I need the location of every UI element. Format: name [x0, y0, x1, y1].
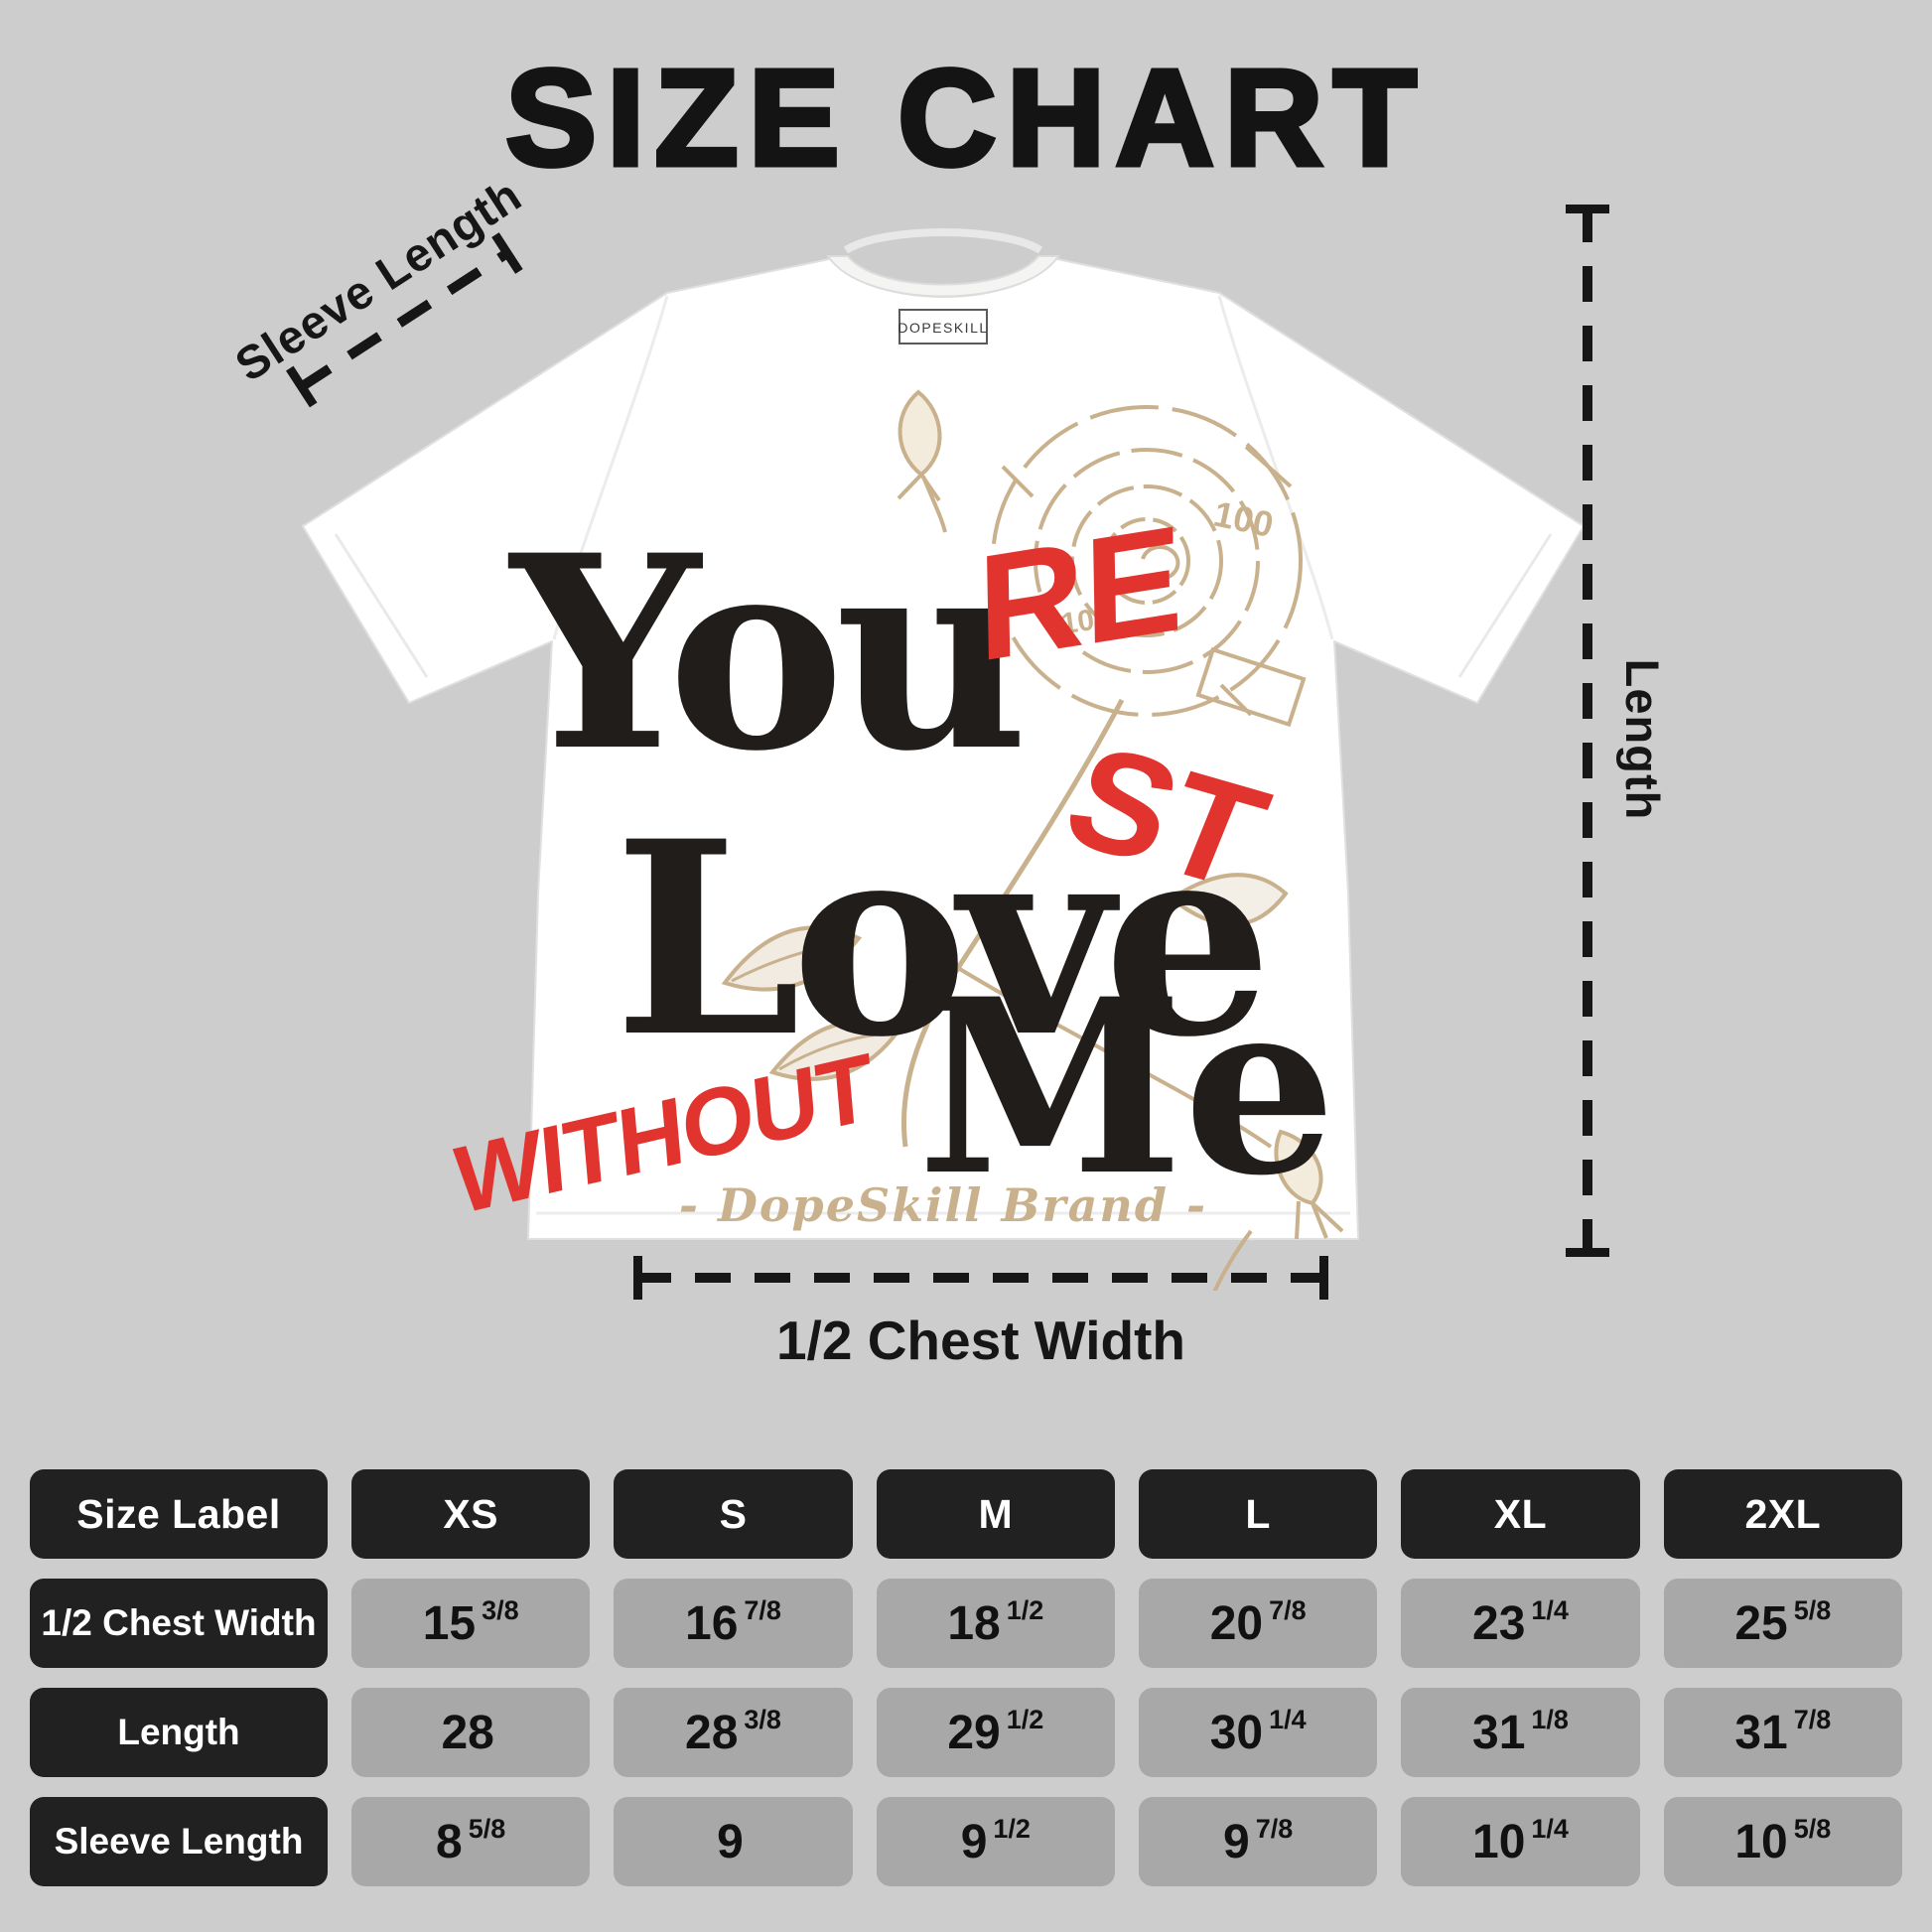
length-label: Length [1616, 658, 1669, 821]
row-label-chest-width: 1/2 Chest Width [30, 1579, 328, 1668]
graphic-word-me: Me [917, 947, 1336, 1229]
graphic-word-you: You [506, 497, 1022, 810]
value-fraction: 5/8 [468, 1813, 506, 1844]
value-fraction: 1/4 [1269, 1704, 1307, 1734]
value-number: 18 [947, 1596, 1001, 1650]
col-header-xs: XS [351, 1469, 591, 1559]
value-number: 20 [1209, 1596, 1264, 1650]
sleeve-hem-right [1457, 533, 1553, 678]
value-number: 10 [1734, 1815, 1788, 1868]
tshirt-image: DOPESKILL [248, 199, 1618, 1353]
table-cell: 25 5/8 [1663, 1579, 1902, 1668]
table-cell: 30 1/4 [1138, 1688, 1378, 1777]
value-number: 15 [422, 1596, 477, 1650]
length-dashed-line [1566, 205, 1609, 1257]
neck-tag-label: DOPESKILL [897, 320, 988, 336]
table-cell: 23 1/4 [1401, 1579, 1640, 1668]
value-number: 30 [1209, 1706, 1264, 1759]
table-cell: 16 7/8 [614, 1579, 853, 1668]
col-header-s: S [614, 1469, 853, 1559]
money-rose-illustration [721, 389, 1344, 1353]
value-fraction: 1/2 [993, 1813, 1031, 1844]
value-fraction: 5/8 [1793, 1594, 1832, 1625]
col-header-m: M [876, 1469, 1115, 1559]
value-number: 9 [717, 1815, 744, 1868]
table-cell: 31 1/8 [1401, 1688, 1640, 1777]
value-fraction: 3/8 [482, 1594, 519, 1625]
col-header-l: L [1138, 1469, 1378, 1559]
table-cell: 9 1/2 [876, 1797, 1115, 1886]
col-header-size-label: Size Label [30, 1469, 328, 1559]
chest-width-label: 1/2 Chest Width [775, 1310, 1186, 1371]
value-number: 9 [1223, 1815, 1250, 1868]
row-label-sleeve-length: Sleeve Length [30, 1797, 328, 1886]
value-number: 28 [685, 1706, 739, 1759]
collar-back [843, 228, 1043, 254]
table-cell: 9 [614, 1797, 853, 1886]
value-number: 31 [1472, 1706, 1526, 1759]
graphic-word-love: Love [614, 783, 1262, 1096]
value-number: 31 [1734, 1706, 1788, 1759]
value-fraction: 1/2 [1006, 1704, 1044, 1734]
graphic-brand-line: - DopeSkill Brand - [679, 1178, 1207, 1232]
value-fraction: 7/8 [744, 1594, 781, 1625]
table-cell: 29 1/2 [876, 1688, 1115, 1777]
table-cell: 8 5/8 [351, 1797, 591, 1886]
sleeve-hem-left [334, 533, 429, 678]
value-fraction: 1/2 [1006, 1594, 1044, 1625]
table-cell: 10 1/4 [1401, 1797, 1640, 1886]
value-number: 9 [960, 1815, 988, 1868]
table-cell: 9 7/8 [1138, 1797, 1378, 1886]
graphic-word-re: RE [977, 493, 1184, 693]
table-cell: 20 7/8 [1138, 1579, 1378, 1668]
value-number: 16 [685, 1596, 739, 1650]
value-fraction: 1/4 [1531, 1594, 1569, 1625]
value-fraction: 3/8 [744, 1704, 781, 1734]
bill-number-2: 100 [1059, 602, 1113, 641]
value-number: 10 [1472, 1815, 1526, 1868]
value-fraction: 7/8 [1793, 1704, 1832, 1734]
value-fraction: 7/8 [1255, 1813, 1294, 1844]
value-number: 8 [436, 1815, 463, 1868]
col-header-xl: XL [1401, 1469, 1640, 1559]
value-number: 25 [1734, 1596, 1788, 1650]
value-fraction: 5/8 [1793, 1813, 1832, 1844]
neck-tag-box [898, 309, 988, 345]
value-number: 23 [1472, 1596, 1526, 1650]
size-table: Size Label XS S M L XL 2XL 1/2 Chest Wid… [30, 1469, 1902, 1886]
value-fraction: 1/8 [1531, 1704, 1569, 1734]
value-number: 28 [441, 1706, 494, 1759]
tshirt-svg: DOPESKILL [302, 228, 1585, 1353]
table-cell: 31 7/8 [1663, 1688, 1902, 1777]
col-header-2xl: 2XL [1663, 1469, 1902, 1559]
value-fraction: 1/4 [1531, 1813, 1569, 1844]
table-cell: 15 3/8 [351, 1579, 591, 1668]
table-cell: 28 [351, 1688, 591, 1777]
value-fraction: 7/8 [1269, 1594, 1307, 1625]
table-cell: 18 1/2 [876, 1579, 1115, 1668]
collar-band [826, 255, 1060, 298]
value-number: 29 [947, 1706, 1001, 1759]
table-cell: 28 3/8 [614, 1688, 853, 1777]
page-title: SIZE CHART [503, 40, 1427, 198]
chest-width-dashed-line [633, 1256, 1328, 1300]
row-label-length: Length [30, 1688, 328, 1777]
table-cell: 10 5/8 [1663, 1797, 1902, 1886]
sleeve-seam-left [552, 295, 669, 640]
